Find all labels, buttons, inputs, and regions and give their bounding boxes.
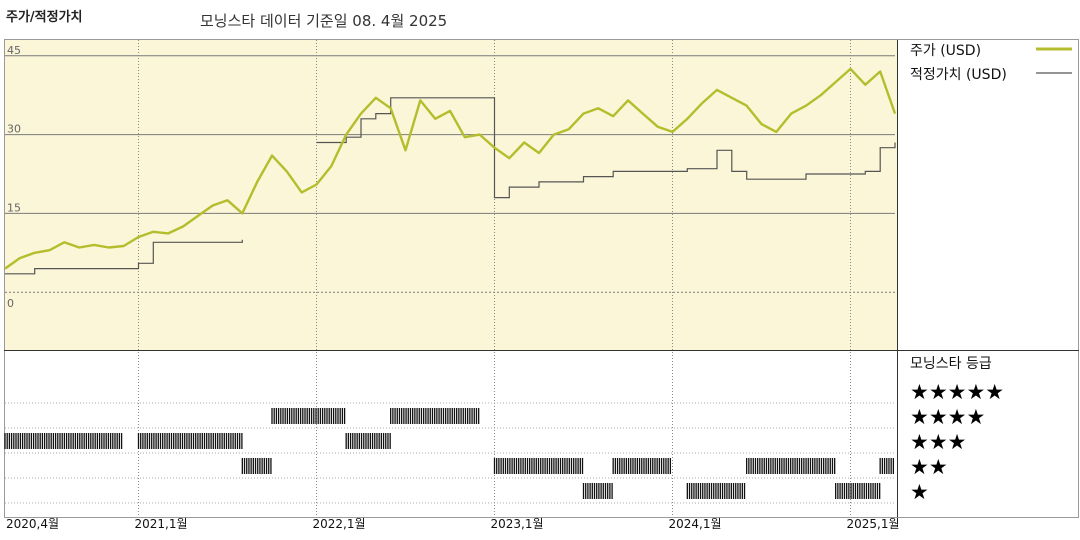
chart-frame: [4, 39, 1079, 518]
x-tick-label: 2020,4월: [6, 517, 59, 531]
y-tick-label: 30: [7, 123, 21, 136]
x-tick-label: 2022,1월: [313, 517, 366, 531]
rating-row-stars: ★★★: [910, 430, 966, 454]
legend-rating-title: 모닝스타 등급: [910, 356, 992, 372]
plot-background: [5, 40, 897, 350]
price-line: [4, 67, 897, 270]
legend-fair-value-label: 적정가치 (USD): [910, 67, 1007, 83]
x-tick-label: 2024,1월: [669, 517, 722, 531]
x-tick-label: 2023,1월: [491, 517, 544, 531]
rating-row-stars: ★: [910, 480, 929, 504]
fair-value-line: [5, 97, 896, 275]
x-tick-label: 2021,1월: [135, 517, 188, 531]
rating-row-stars: ★★★★★: [910, 380, 1004, 404]
chart-title: 주가/적정가치: [6, 10, 83, 25]
y-tick-label: 45: [7, 44, 21, 57]
x-tick-label: 2025,1월: [847, 517, 900, 531]
chart-subtitle: 모닝스타 데이터 기준일 08. 4월 2025: [200, 12, 448, 30]
rating-row-stars: ★★★★: [910, 405, 985, 429]
rating-row-stars: ★★: [910, 455, 948, 479]
y-tick-label: 0: [7, 297, 14, 310]
y-tick-label: 15: [7, 201, 21, 214]
legend-price-label: 주가 (USD): [910, 43, 981, 59]
